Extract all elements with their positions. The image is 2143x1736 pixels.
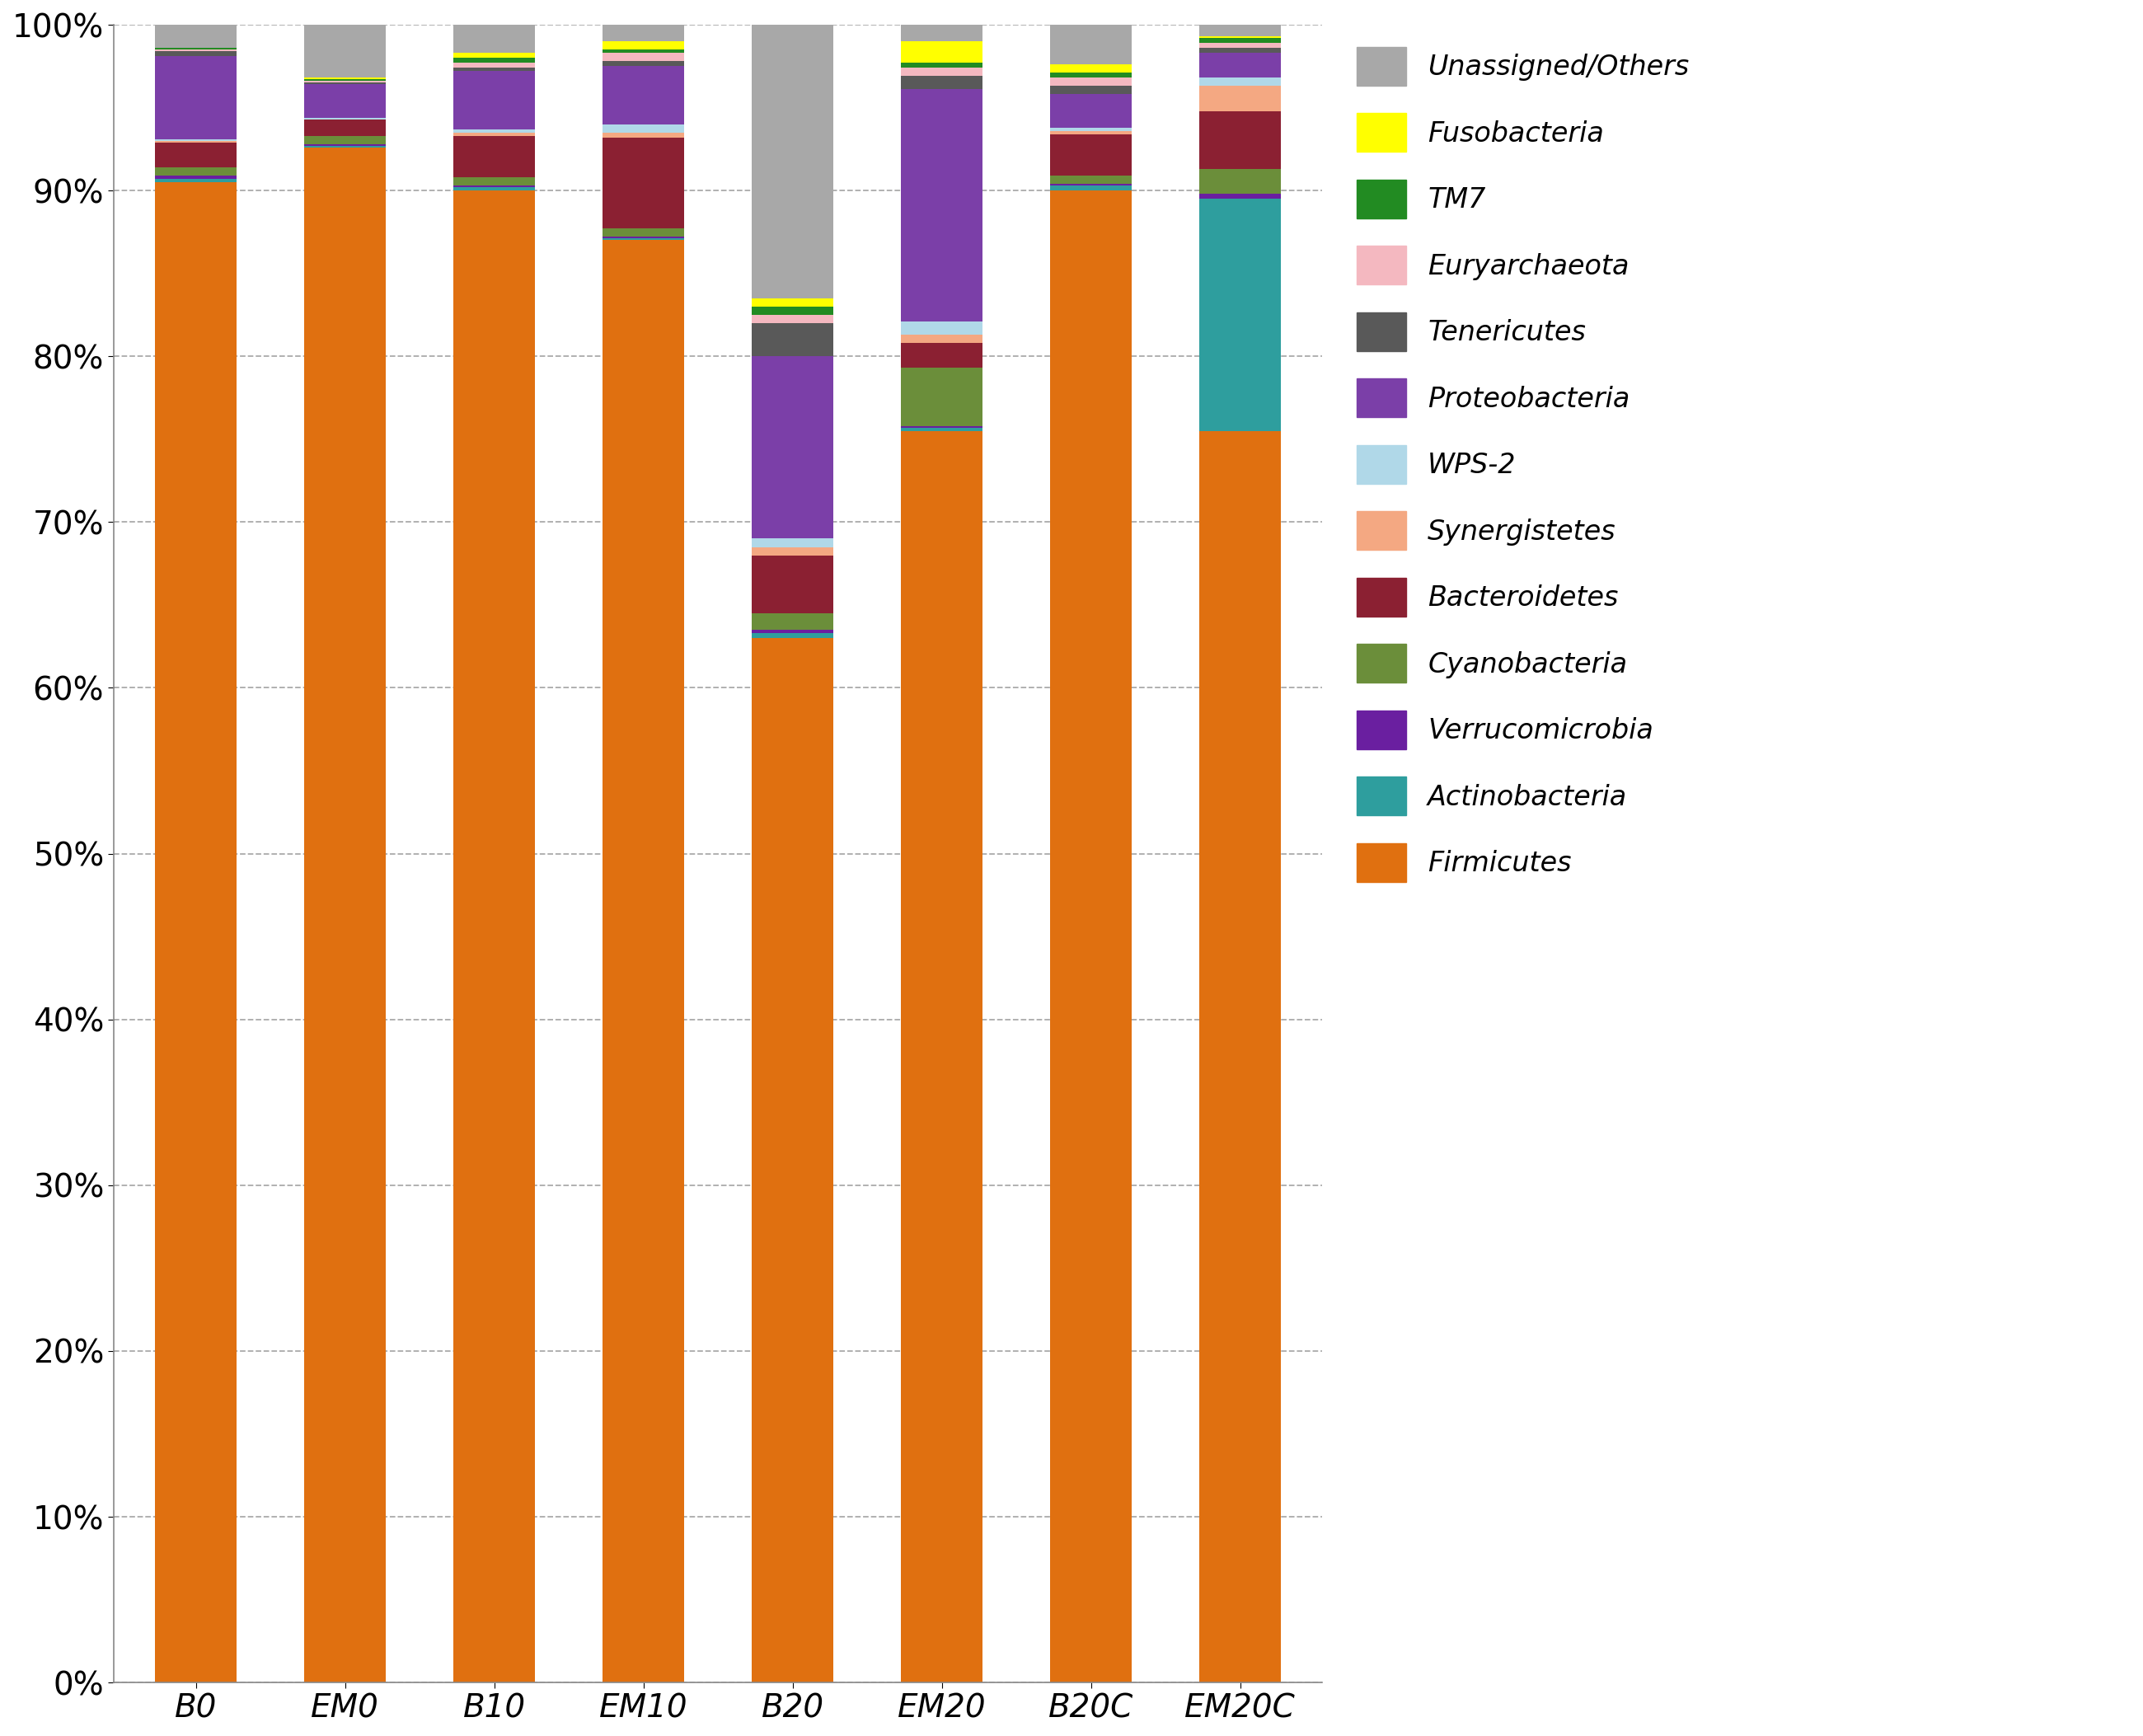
Bar [304, 24, 386, 78]
Legend: Unassigned/Others, Fusobacteria, TM7, Euryarchaeota, Tenericutes, Proteobacteria: Unassigned/Others, Fusobacteria, TM7, Eu… [1348, 38, 1697, 891]
Bar [1050, 78, 1132, 87]
Bar [900, 68, 984, 76]
Bar [602, 66, 684, 125]
Bar [752, 323, 834, 356]
Bar [1200, 194, 1282, 200]
Bar [452, 71, 536, 128]
Bar [452, 24, 536, 52]
Bar [1200, 78, 1282, 87]
Bar [900, 431, 984, 1682]
Bar [452, 191, 536, 1682]
Bar [1200, 49, 1282, 52]
Bar [602, 137, 684, 229]
Bar [1050, 24, 1132, 64]
Bar [304, 120, 386, 135]
Bar [900, 335, 984, 344]
Bar [752, 24, 834, 299]
Bar [154, 179, 238, 182]
Bar [154, 175, 238, 179]
Bar [602, 61, 684, 66]
Bar [1050, 186, 1132, 191]
Bar [1050, 64, 1132, 73]
Bar [1200, 168, 1282, 194]
Bar [1050, 127, 1132, 130]
Bar [304, 135, 386, 144]
Bar [452, 135, 536, 177]
Bar [900, 76, 984, 89]
Bar [452, 132, 536, 135]
Bar [1200, 200, 1282, 431]
Bar [1050, 191, 1132, 1682]
Bar [154, 142, 238, 167]
Bar [752, 556, 834, 613]
Bar [602, 52, 684, 61]
Bar [1200, 24, 1282, 36]
Bar [602, 132, 684, 137]
Bar [900, 89, 984, 321]
Bar [154, 167, 238, 175]
Bar [1200, 38, 1282, 43]
Bar [452, 68, 536, 71]
Bar [602, 125, 684, 132]
Bar [304, 85, 386, 118]
Bar [1050, 130, 1132, 134]
Bar [752, 299, 834, 307]
Bar [1050, 175, 1132, 184]
Bar [1050, 73, 1132, 78]
Bar [452, 187, 536, 191]
Bar [752, 630, 834, 634]
Bar [900, 344, 984, 368]
Bar [452, 128, 536, 132]
Bar [304, 148, 386, 1682]
Bar [602, 50, 684, 52]
Bar [900, 62, 984, 68]
Bar [900, 368, 984, 425]
Bar [900, 427, 984, 431]
Bar [602, 229, 684, 236]
Bar [752, 314, 834, 323]
Bar [602, 240, 684, 1682]
Bar [602, 24, 684, 42]
Bar [1200, 111, 1282, 168]
Bar [900, 321, 984, 335]
Bar [1200, 431, 1282, 1682]
Bar [452, 57, 536, 62]
Bar [602, 42, 684, 50]
Bar [1200, 87, 1282, 111]
Bar [1050, 94, 1132, 127]
Bar [752, 547, 834, 556]
Bar [752, 613, 834, 630]
Bar [1200, 43, 1282, 49]
Bar [1050, 134, 1132, 175]
Bar [452, 62, 536, 68]
Bar [452, 52, 536, 57]
Bar [154, 56, 238, 139]
Bar [1050, 87, 1132, 94]
Bar [1200, 52, 1282, 78]
Bar [752, 538, 834, 547]
Bar [154, 182, 238, 1682]
Bar [452, 177, 536, 186]
Bar [752, 307, 834, 314]
Bar [154, 52, 238, 56]
Bar [900, 24, 984, 42]
Bar [752, 356, 834, 538]
Bar [752, 639, 834, 1682]
Bar [154, 24, 238, 49]
Bar [900, 42, 984, 62]
Bar [752, 634, 834, 639]
